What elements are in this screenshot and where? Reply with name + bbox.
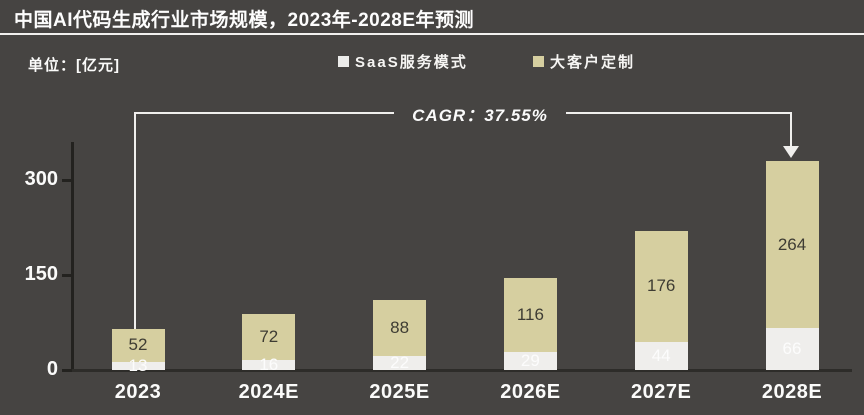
bar-2026E: 116 29 (503, 278, 557, 370)
x-label-2026E: 2026E (500, 381, 561, 403)
x-label-2025E: 2025E (369, 381, 430, 403)
segment-saas-2027E: 44 (634, 342, 688, 370)
legend-swatch-saas-icon (338, 56, 349, 67)
y-tick-label: 0 (46, 358, 58, 380)
y-tick-label: 150 (24, 263, 58, 285)
x-axis (71, 369, 852, 372)
x-label-2023: 2023 (114, 381, 162, 403)
segment-saas-2025E: 22 (373, 353, 427, 372)
legend-item-custom: 大客户定制 (533, 51, 635, 72)
bar-2023: 52 13 (111, 328, 165, 375)
x-label-2028E: 2028E (761, 381, 823, 403)
x-label-2024E: 2024E (238, 381, 299, 403)
y-tick-label: 300 (24, 168, 58, 190)
segment-custom-2024E: 72 (242, 314, 296, 360)
bar-2024E: 72 16 (242, 314, 296, 374)
title-divider (0, 33, 864, 35)
chart-title: 中国AI代码生成行业市场规模，2023年-2028E年预测 (14, 10, 475, 31)
legend-label-custom: 大客户定制 (550, 54, 636, 71)
bar-2028E: 264 66 (765, 161, 819, 370)
segment-custom-2028E: 264 (765, 161, 819, 329)
y-axis-tick (62, 368, 72, 372)
unit-label: 单位：[亿元] (28, 57, 120, 74)
legend-label-saas: SaaS服务模式 (355, 54, 468, 71)
segment-saas-2023: 13 (111, 356, 165, 375)
cagr-bracket-drop-left (134, 112, 136, 330)
segment-custom-2025E: 88 (373, 300, 427, 357)
cagr-bracket-drop-right (790, 112, 792, 148)
legend-item-saas: SaaS服务模式 (338, 51, 468, 72)
cagr-arrow-down-icon (783, 146, 799, 158)
segment-saas-2024E: 16 (242, 355, 296, 374)
legend-swatch-custom-icon (533, 56, 544, 67)
cagr-annotation: CAGR：37.55% (412, 106, 548, 125)
segment-custom-2023: 52 (111, 328, 165, 362)
segment-saas-2026E: 29 (503, 351, 557, 370)
bar-2025E: 88 22 (373, 300, 427, 372)
segment-custom-2027E: 176 (634, 230, 688, 343)
y-axis (71, 142, 74, 371)
cagr-bracket-line-left (134, 112, 394, 114)
bar-2027E: 176 44 (634, 230, 688, 370)
segment-custom-2026E: 116 (503, 278, 557, 352)
cagr-bracket-line-right (566, 112, 792, 114)
y-axis-tick (62, 273, 72, 277)
y-axis-tick (62, 178, 72, 182)
x-label-2027E: 2027E (631, 381, 692, 403)
segment-saas-2028E: 66 (765, 328, 819, 370)
